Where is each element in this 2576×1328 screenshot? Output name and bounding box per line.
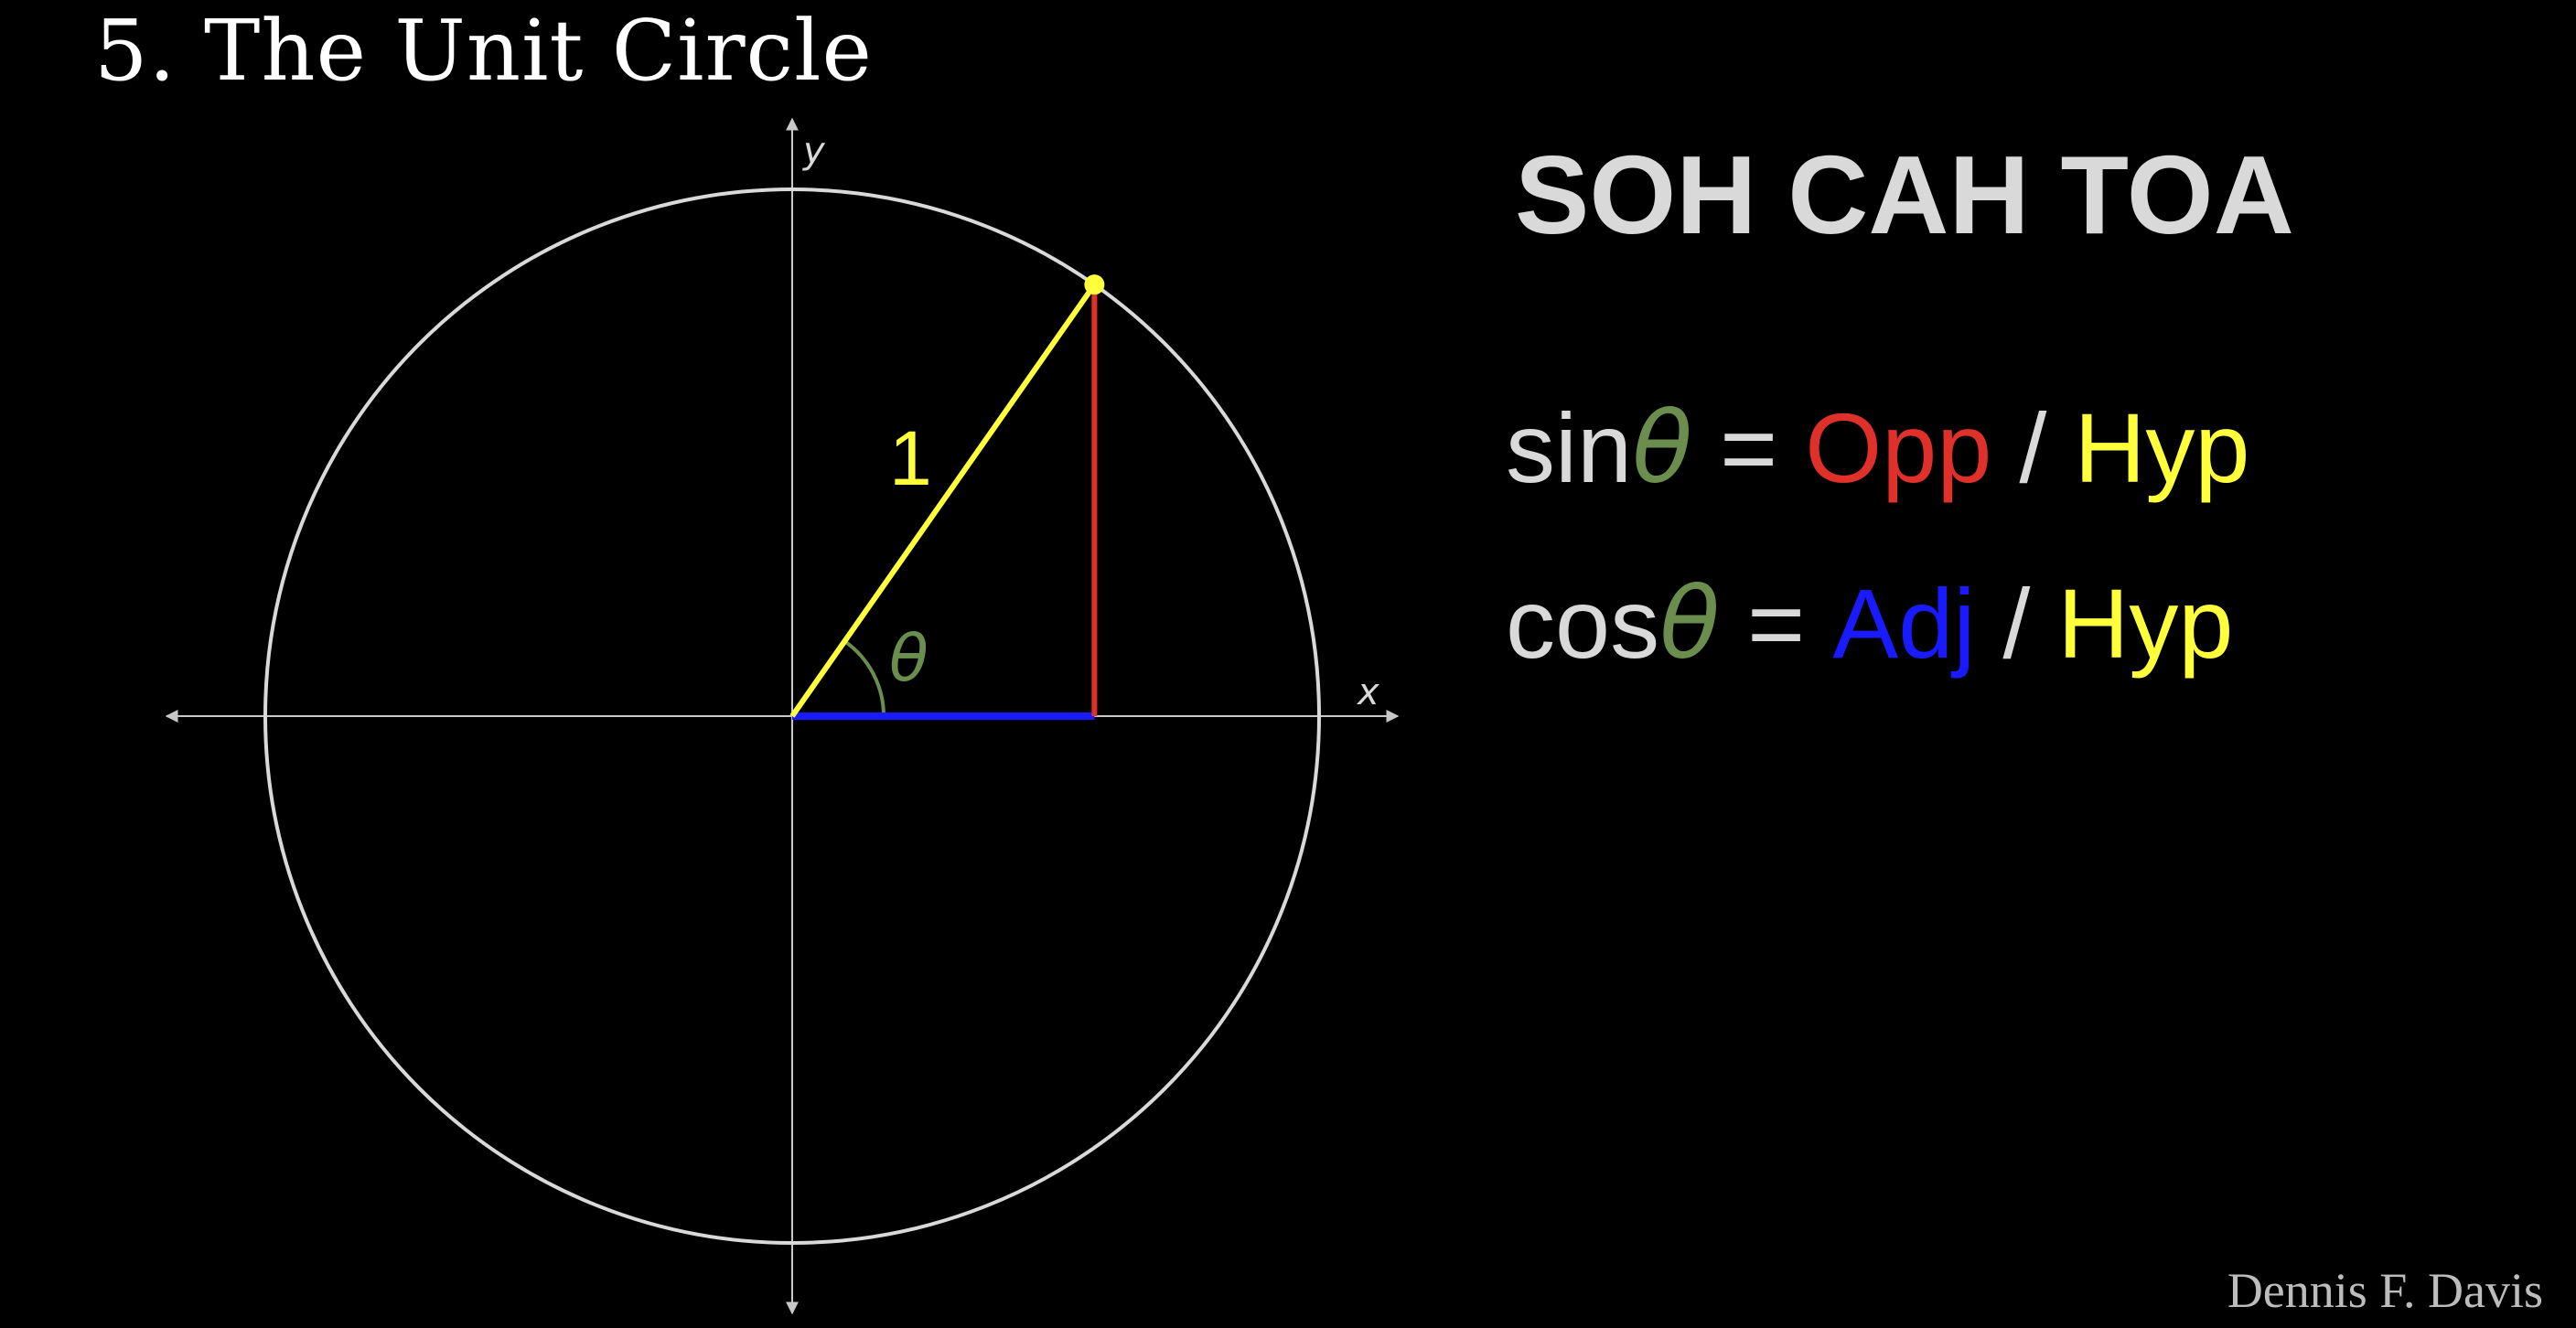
y-axis-label: y — [802, 130, 826, 172]
angle-arc — [843, 639, 886, 717]
cos-slash: / — [2002, 568, 2031, 679]
cos-equals: = — [1747, 568, 1806, 679]
x-axis-label: x — [1356, 671, 1379, 713]
circle-point — [1084, 274, 1105, 295]
unit-circle-diagram: x y 1 θ — [165, 117, 1400, 1315]
sin-equals: = — [1720, 392, 1778, 503]
sin-theta: θ — [1632, 391, 1693, 506]
author-credit: Dennis F. Davis — [2227, 1263, 2543, 1318]
cos-function: cos — [1506, 568, 1660, 679]
sin-function: sin — [1506, 392, 1633, 503]
unit-circle — [263, 187, 1321, 1245]
cos-hyp-term: Hyp — [2057, 568, 2234, 679]
hypotenuse — [789, 283, 1097, 718]
angle-label: θ — [889, 621, 928, 696]
slide-title: 5. The Unit Circle — [94, 2, 873, 100]
cos-theta: θ — [1659, 567, 1721, 681]
sine-formula: sinθ = Opp / Hyp — [1506, 399, 2250, 498]
sin-hyp-term: Hyp — [2074, 392, 2250, 503]
soh-cah-toa-mnemonic: SOH CAH TOA — [1515, 133, 2294, 257]
hypotenuse-label: 1 — [889, 415, 932, 501]
opp-term: Opp — [1805, 392, 1992, 503]
sin-slash: / — [2019, 392, 2047, 503]
cosine-formula: cosθ = Adj / Hyp — [1506, 574, 2233, 674]
adj-term: Adj — [1832, 568, 1976, 679]
